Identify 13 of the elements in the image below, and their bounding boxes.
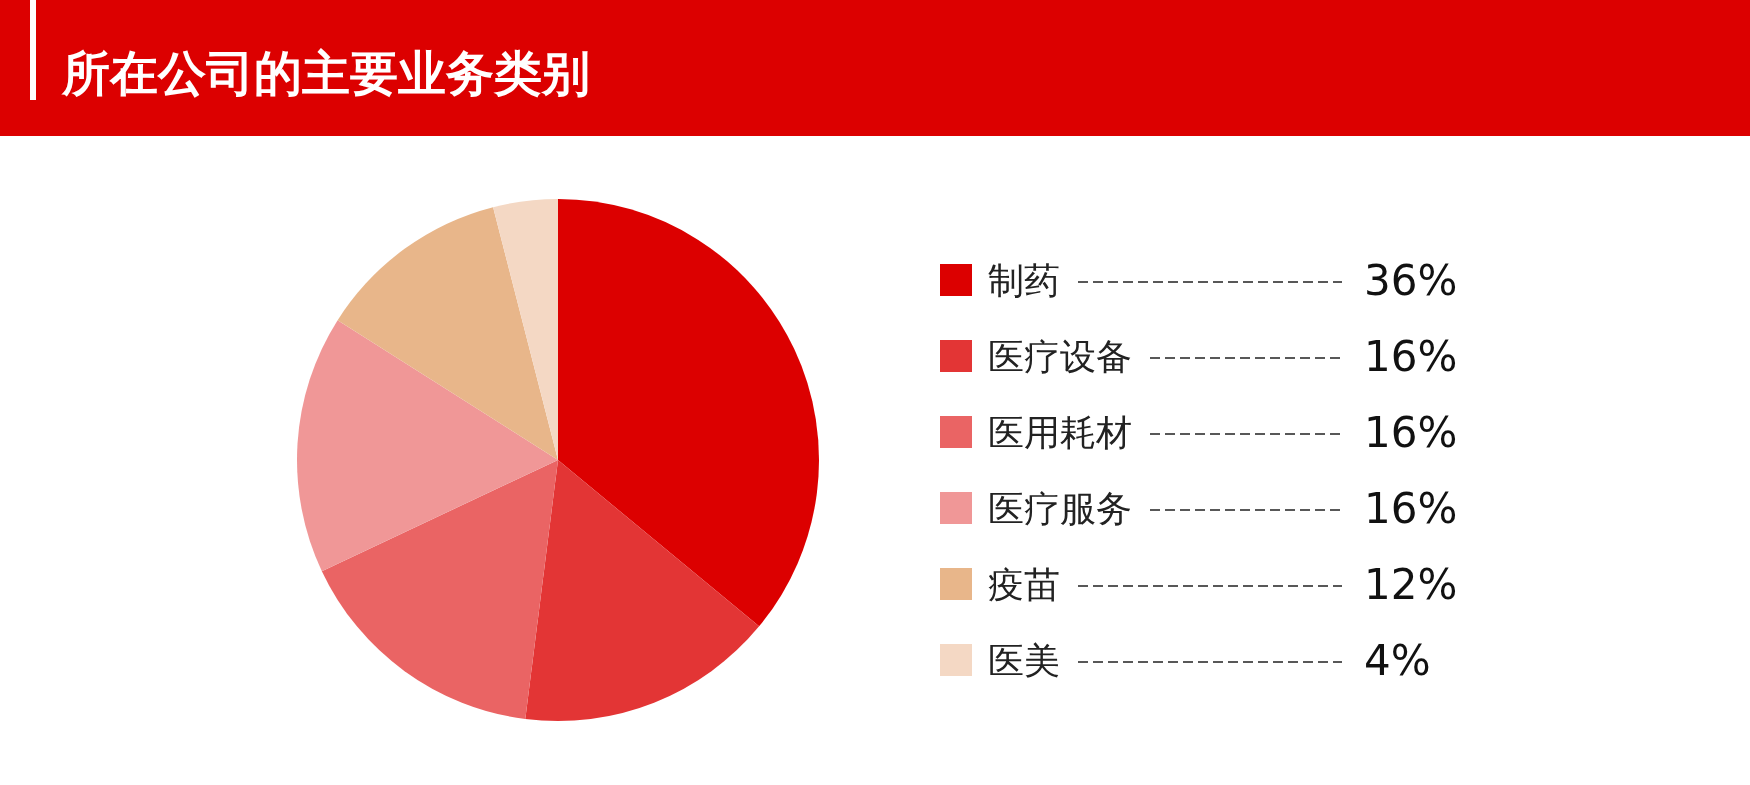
data-label: 36%	[1364, 256, 1458, 305]
data-label: 16%	[1364, 484, 1458, 533]
legend-label: 医用耗材	[988, 412, 1132, 453]
legend-label: 医美	[988, 640, 1060, 681]
legend-label: 制药	[988, 260, 1060, 301]
legend-label: 医疗设备	[988, 336, 1132, 377]
data-label: 12%	[1364, 560, 1458, 609]
chart-title: 所在公司的主要业务类别	[61, 45, 590, 101]
data-label: 16%	[1364, 408, 1458, 457]
legend-label: 疫苗	[988, 564, 1060, 605]
data-label: 16%	[1364, 332, 1458, 381]
data-label: 4%	[1364, 636, 1431, 685]
legend-label: 医疗服务	[988, 488, 1132, 529]
